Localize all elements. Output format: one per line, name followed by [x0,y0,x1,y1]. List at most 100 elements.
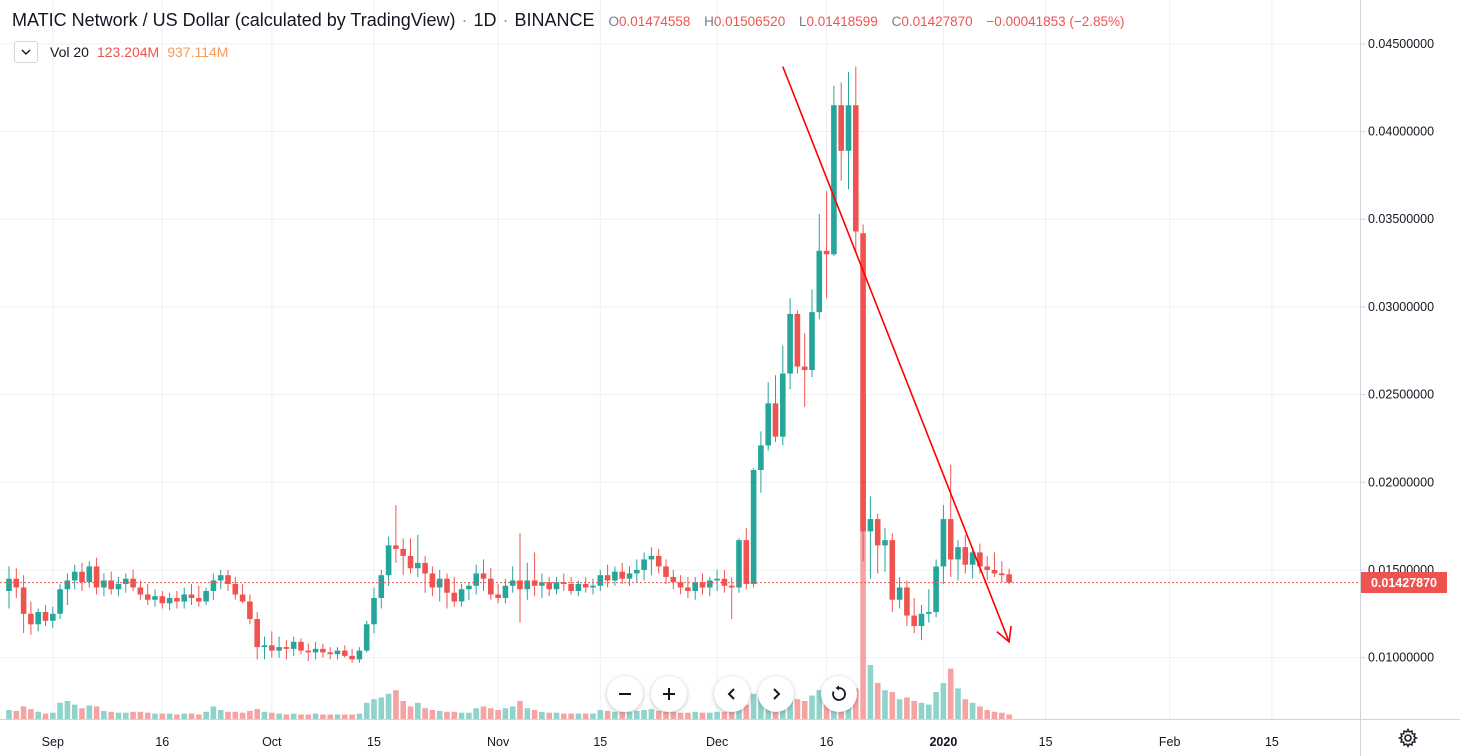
candle-body [838,105,844,151]
volume-bar [787,692,793,719]
exchange-label: BINANCE [514,10,595,30]
volume-bar [750,693,757,719]
candle-body [502,585,509,598]
plus-icon [663,688,675,700]
volume-bar [619,711,625,719]
candle-body [823,250,830,255]
price-axis[interactable]: 0.010000000.015000000.020000000.02500000… [1360,37,1434,665]
volume-bar [239,712,246,719]
candle-body [509,580,516,586]
candle-body [736,540,742,588]
candle-body [926,612,932,614]
candle-body [831,105,837,255]
candle-body [466,585,472,590]
chart-grid [0,0,1360,719]
volume-bar [962,699,969,719]
candle-body [531,580,538,586]
volume-bar [940,683,947,719]
candle-body [517,580,523,590]
volume-bar [867,665,874,719]
scroll-left-button[interactable] [714,676,750,712]
y-tick-label: 0.01000000 [1368,651,1434,665]
candle-body [415,562,421,569]
reset-chart-button[interactable] [821,676,857,712]
low-value: 0.01418599 [806,14,878,29]
x-tick-label: 15 [1265,735,1279,749]
interval-label[interactable]: 1D [473,10,497,30]
candle-body [590,585,596,588]
candle-body [707,580,713,588]
candle-body [342,650,348,656]
volume-bar [582,713,589,719]
candle-body [400,548,406,556]
candle-body [853,105,859,232]
candle-body [290,641,297,649]
open-key: O [608,14,620,29]
volume-bar [422,708,428,719]
volume-bar [641,710,647,719]
candle-body [232,583,239,595]
candle-body [261,645,268,648]
candle-body [582,583,589,588]
candle-body [495,594,501,598]
candle-body [780,373,786,437]
candle-body [298,641,304,651]
candle-body [816,250,823,313]
low-key: L [798,14,807,29]
candle-body [655,555,662,567]
candle-body [597,575,604,586]
collapse-legend-button[interactable] [14,41,38,63]
volume-bar [290,713,297,719]
volume-bar [466,712,472,719]
volume-bar [429,710,436,719]
candle-body [50,613,56,621]
volume-bar [926,704,932,719]
volume-bar [130,711,136,719]
candle-body [320,648,326,653]
volume-bar [670,711,677,719]
candle-body [699,582,706,588]
zoom-in-button[interactable] [651,676,687,712]
volume-bar [298,714,304,719]
volume-value: 123.204M [96,44,160,60]
candle-body [553,582,560,590]
volume-indicator-label[interactable]: Vol 20 [50,44,89,60]
volume-bar [648,709,655,719]
x-tick-label: Nov [487,735,510,749]
volume-bar [305,714,312,719]
candle-body [488,578,494,595]
candle-body [882,540,888,546]
candle-body [867,519,874,532]
volume-bar [458,712,465,719]
volume-bar [115,712,122,719]
volume-bar [196,714,202,719]
zoom-out-button[interactable] [607,676,643,712]
volume-bar [188,713,195,719]
candle-body [203,590,209,602]
volume-bar [663,711,669,719]
volume-bar [174,714,180,719]
x-tick-label: 2020 [929,735,957,749]
volume-bar [35,711,41,719]
volume-bar [342,714,348,719]
candle-body [955,547,961,560]
candle-body [663,566,669,577]
scroll-right-button[interactable] [758,676,794,712]
symbol-title[interactable]: MATIC Network / US Dollar (calculated by… [12,10,456,30]
candle-body [174,597,180,602]
arrow-head [996,625,1012,644]
volume-bar [889,692,896,719]
settings-button[interactable] [1396,726,1420,750]
x-tick-label: 16 [820,735,834,749]
volume-bar [312,713,319,719]
ohlc-values: O0.01474558 H0.01506520 L0.01418599 C0.0… [609,14,1125,29]
candle-body [123,578,129,584]
volume-bar [232,711,239,719]
time-axis[interactable]: Sep 16 Oct 15 Nov 15 Dec 16 2020 15 Feb 15 [42,735,1279,749]
volume-bar [597,710,604,719]
candle-body [772,403,779,437]
volume-bar [385,693,392,719]
volume-bar [509,706,516,719]
volume-bar [217,710,224,719]
